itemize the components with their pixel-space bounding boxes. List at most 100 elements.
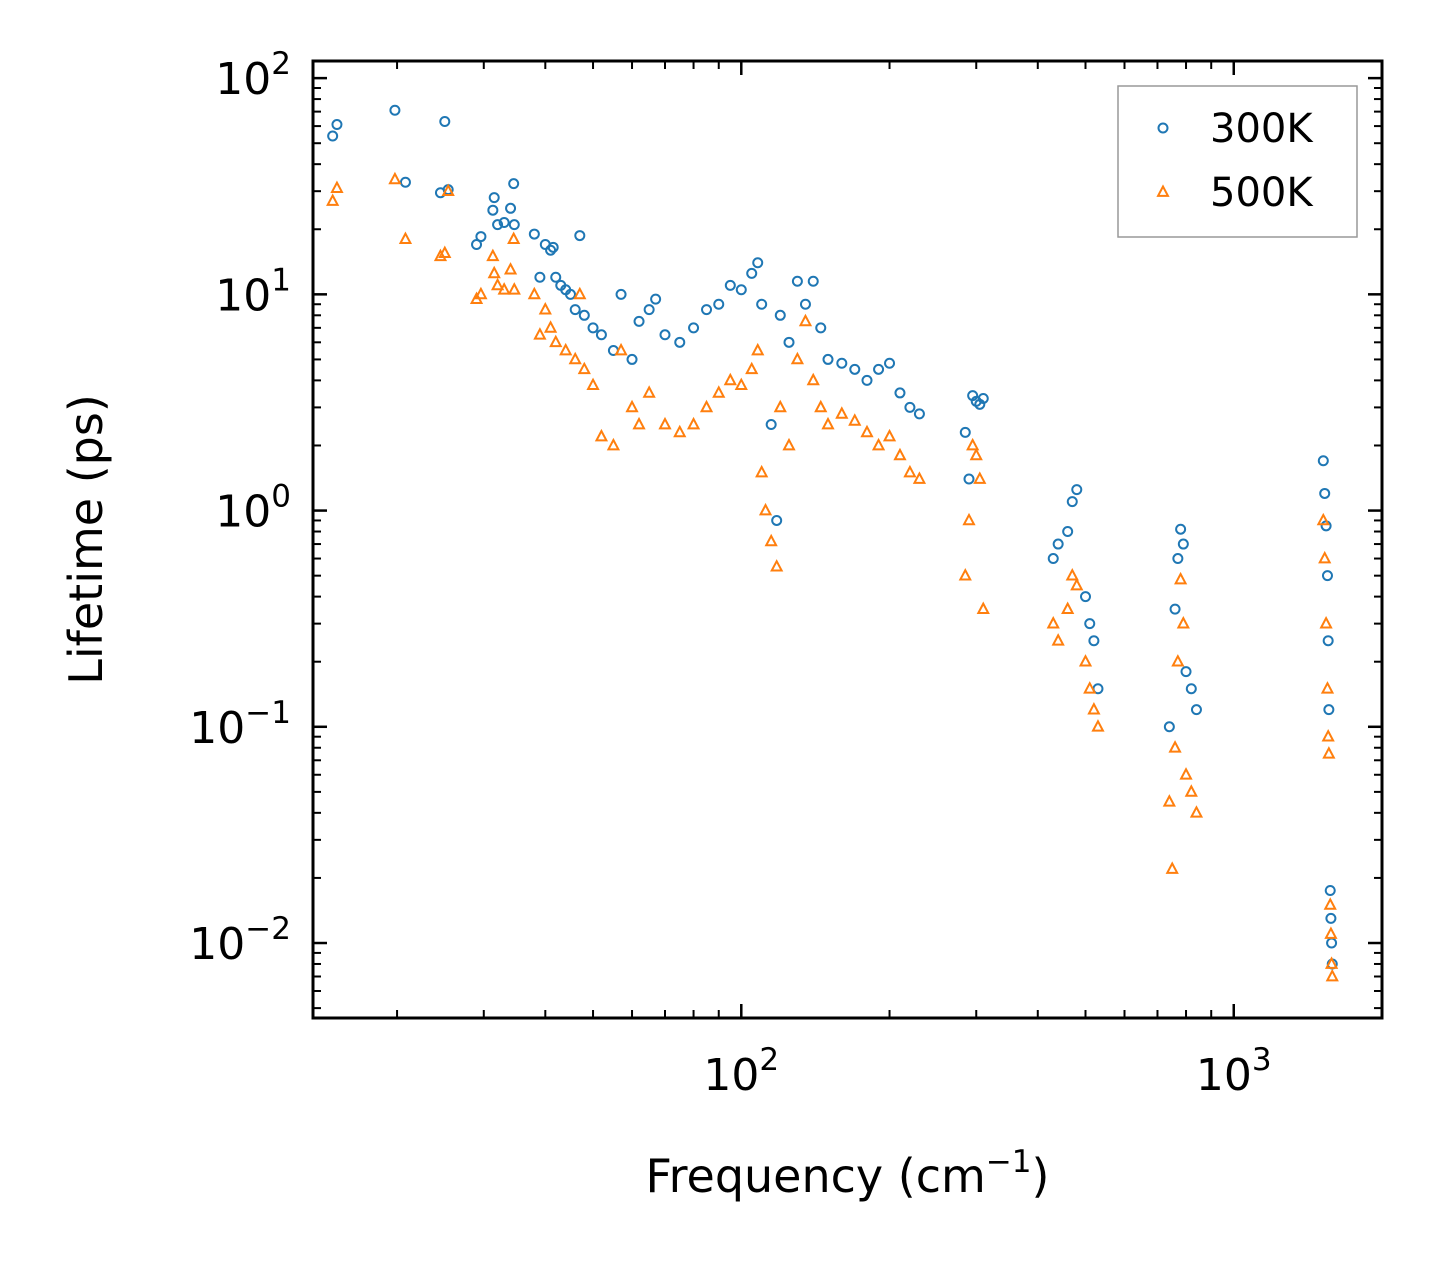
point-300K-54	[822, 353, 834, 365]
point-300K-51	[799, 298, 811, 310]
point-300K-71	[1062, 526, 1074, 538]
point-500K-68	[1061, 601, 1075, 615]
point-300K-60	[894, 387, 906, 399]
point-300K-10	[488, 192, 500, 204]
point-500K-72	[1083, 681, 1097, 694]
y-tick-label: 10−1	[189, 695, 291, 754]
point-300K-19	[545, 244, 557, 256]
point-500K-27	[606, 437, 621, 451]
point-300K-24	[565, 288, 577, 300]
point-500K-20	[549, 334, 563, 348]
x-axis-title-base: Frequency (cm	[646, 1149, 986, 1203]
point-500K-3	[398, 231, 413, 244]
point-300K-53	[815, 322, 827, 334]
point-300K-39	[701, 304, 713, 316]
point-300K-62	[913, 408, 925, 420]
x-tick-exp: 2	[759, 1042, 779, 1078]
series-500K	[326, 171, 1339, 982]
point-300K-36	[659, 329, 671, 341]
point-500K-40	[751, 342, 765, 356]
point-500K-77	[1168, 740, 1182, 753]
point-500K-79	[1174, 571, 1188, 585]
point-500K-37	[723, 372, 737, 386]
point-500K-47	[790, 351, 805, 365]
point-500K-85	[1318, 550, 1332, 564]
point-300K-11	[492, 219, 504, 231]
point-300K-13	[505, 202, 517, 214]
point-500K-29	[625, 399, 639, 413]
point-300K-29	[595, 329, 607, 341]
point-500K-57	[893, 447, 907, 461]
legend-label-500K: 500K	[1210, 170, 1314, 216]
point-300K-33	[633, 315, 645, 327]
point-500K-50	[814, 399, 828, 413]
point-300K-38	[688, 322, 700, 334]
point-500K-21	[559, 342, 573, 356]
point-500K-23	[573, 286, 587, 300]
point-500K-78	[1171, 654, 1185, 667]
point-500K-42	[758, 502, 773, 516]
point-300K-80	[1172, 553, 1184, 565]
point-300K-82	[1177, 538, 1189, 550]
y-tick-base: 10	[189, 919, 245, 970]
legend-entry-500K: 500K	[1156, 170, 1314, 216]
y-tick-exp: 2	[271, 46, 291, 82]
point-500K-60	[958, 568, 972, 581]
legend-marker-500K	[1156, 184, 1170, 197]
point-300K-42	[735, 284, 747, 296]
point-500K-90	[1323, 897, 1337, 910]
point-300K-12	[498, 216, 510, 228]
point-300K-58	[873, 363, 885, 375]
point-300K-92	[1324, 884, 1336, 896]
point-300K-73	[1071, 484, 1083, 496]
point-300K-9	[487, 204, 499, 216]
point-500K-5	[438, 245, 452, 259]
point-300K-55	[836, 357, 848, 369]
point-500K-80	[1176, 615, 1190, 629]
point-300K-70	[1052, 538, 1064, 550]
x-tick-base: 10	[703, 1050, 759, 1101]
point-500K-66	[1046, 615, 1060, 629]
point-300K-69	[1047, 553, 1059, 565]
point-500K-48	[798, 313, 813, 327]
point-500K-65	[976, 601, 990, 615]
point-300K-15	[508, 219, 520, 231]
point-500K-73	[1087, 702, 1101, 715]
point-500K-69	[1065, 568, 1079, 581]
point-500K-14	[507, 231, 521, 244]
point-300K-45	[756, 298, 768, 310]
point-300K-83	[1180, 666, 1192, 678]
point-500K-12	[497, 282, 511, 295]
point-500K-4	[433, 248, 448, 262]
point-300K-72	[1066, 496, 1078, 508]
point-300K-21	[550, 271, 562, 283]
x-axis-title: Frequency (cm−1)	[646, 1144, 1050, 1203]
legend: 300K 500K	[1117, 85, 1358, 238]
point-500K-83	[1189, 805, 1204, 818]
y-tick-label: 100	[215, 479, 291, 538]
point-500K-70	[1070, 577, 1084, 591]
point-300K-81	[1175, 523, 1187, 535]
point-500K-28	[614, 342, 628, 356]
point-500K-56	[882, 428, 897, 442]
point-500K-52	[835, 406, 849, 419]
point-500K-44	[770, 559, 784, 572]
point-300K-46	[765, 419, 777, 431]
point-500K-22	[568, 351, 582, 365]
point-500K-8	[474, 286, 488, 300]
point-500K-54	[860, 424, 874, 438]
point-500K-30	[632, 416, 646, 430]
point-300K-25	[569, 304, 581, 316]
point-500K-92	[1324, 956, 1339, 969]
point-500K-1	[330, 180, 344, 193]
point-500K-15	[507, 282, 521, 295]
point-300K-52	[807, 275, 819, 287]
y-tick-exp: 0	[271, 479, 291, 515]
y-tick-base: 10	[189, 703, 245, 754]
point-300K-34	[643, 304, 655, 316]
y-tick-base: 10	[215, 54, 271, 105]
point-500K-61	[962, 512, 976, 526]
point-500K-43	[764, 533, 778, 547]
point-500K-17	[533, 327, 547, 340]
point-500K-34	[686, 416, 701, 430]
